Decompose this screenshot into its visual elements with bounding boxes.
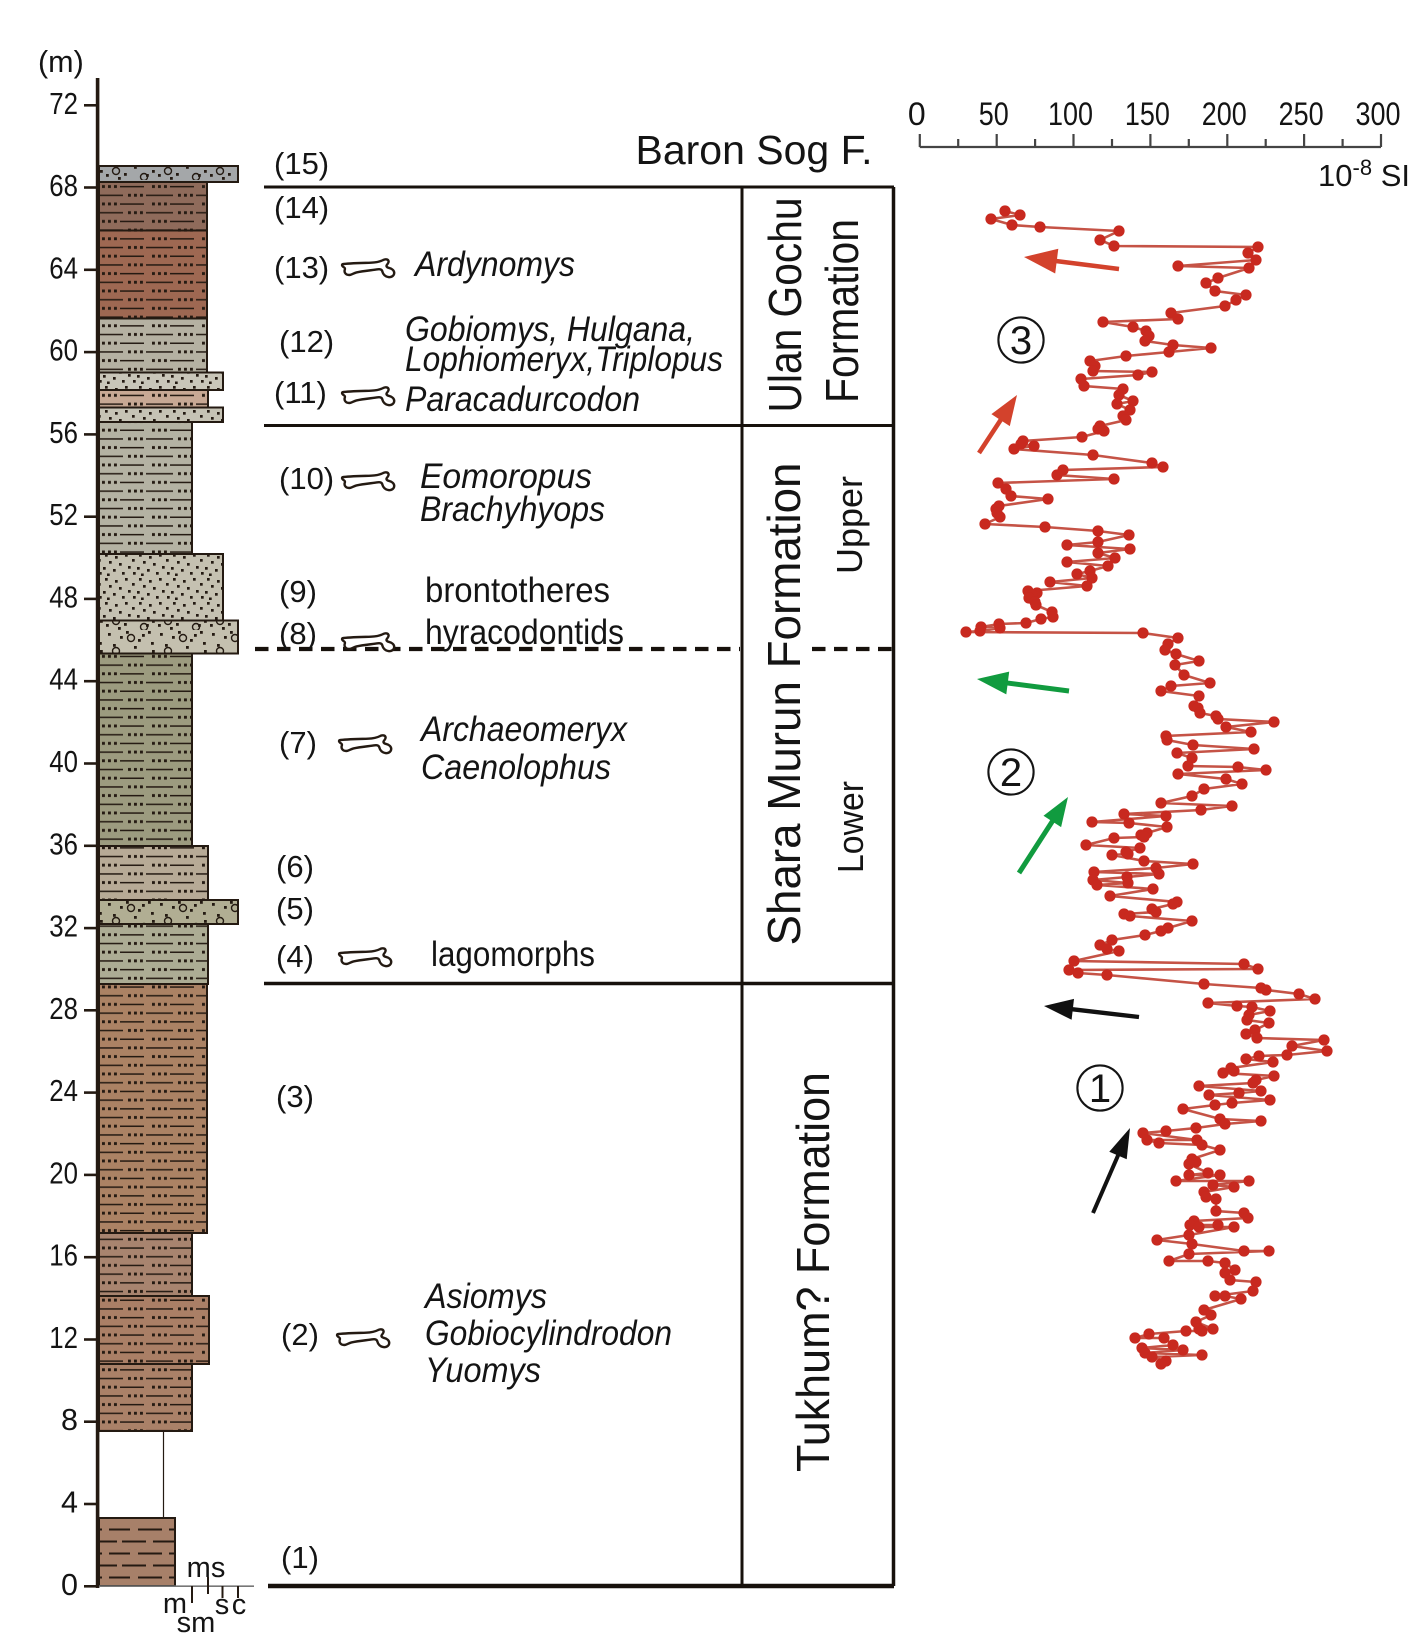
svg-text:(11): (11): [274, 375, 327, 410]
svg-text:(8): (8): [279, 616, 317, 651]
svg-text:Gobiocylindrodon: Gobiocylindrodon: [425, 1314, 672, 1353]
svg-text:(13): (13): [274, 250, 329, 285]
svg-text:Upper: Upper: [829, 476, 870, 574]
svg-text:(2): (2): [281, 1317, 319, 1352]
svg-text:40: 40: [49, 745, 78, 779]
svg-text:300: 300: [1356, 96, 1401, 132]
svg-text:Archaeomeryx: Archaeomeryx: [419, 710, 628, 749]
svg-text:16: 16: [49, 1239, 78, 1273]
svg-text:150: 150: [1125, 96, 1170, 132]
svg-text:Paracadurcodon: Paracadurcodon: [405, 380, 640, 419]
svg-text:Formation: Formation: [816, 219, 868, 403]
svg-text:28: 28: [49, 992, 78, 1026]
svg-text:3: 3: [1010, 319, 1032, 363]
svg-text:1: 1: [1089, 1067, 1111, 1111]
svg-text:200: 200: [1202, 96, 1247, 132]
svg-text:(3): (3): [276, 1079, 314, 1114]
svg-text:Gobiomys, Hulgana,: Gobiomys, Hulgana,: [405, 310, 695, 349]
svg-text:Ulan Gochu: Ulan Gochu: [759, 198, 811, 413]
svg-text:24: 24: [49, 1074, 78, 1108]
svg-text:10-8 SI: 10-8 SI: [1318, 155, 1410, 193]
svg-text:(15): (15): [274, 146, 329, 181]
svg-text:(12): (12): [279, 324, 334, 359]
svg-text:Shara Murun Formation: Shara Murun Formation: [758, 463, 810, 946]
svg-text:(14): (14): [274, 190, 329, 225]
svg-text:32: 32: [49, 910, 78, 944]
svg-text:60: 60: [49, 334, 78, 368]
svg-text:50: 50: [979, 96, 1009, 132]
svg-text:100: 100: [1048, 96, 1093, 132]
svg-text:4: 4: [61, 1486, 78, 1520]
svg-text:(7): (7): [279, 725, 317, 760]
svg-text:Ardynomys: Ardynomys: [413, 245, 575, 284]
svg-text:2: 2: [1000, 751, 1022, 795]
svg-text:Lophiomeryx,Triplopus: Lophiomeryx,Triplopus: [405, 340, 723, 379]
svg-text:ms: ms: [187, 1552, 226, 1584]
svg-text:hyracodontids: hyracodontids: [425, 613, 624, 652]
svg-text:12: 12: [49, 1321, 78, 1355]
svg-text:Tukhum? Formation: Tukhum? Formation: [787, 1072, 839, 1472]
svg-text:44: 44: [49, 663, 78, 697]
svg-text:(5): (5): [276, 891, 314, 926]
svg-text:Asiomys: Asiomys: [423, 1277, 547, 1316]
svg-text:c: c: [232, 1589, 247, 1621]
svg-text:250: 250: [1279, 96, 1324, 132]
svg-text:(4): (4): [276, 939, 314, 974]
svg-text:64: 64: [49, 251, 78, 285]
svg-text:0: 0: [61, 1568, 78, 1602]
svg-text:Lower: Lower: [830, 781, 871, 873]
svg-text:(9): (9): [279, 574, 317, 609]
svg-text:Eomoropus: Eomoropus: [420, 457, 592, 496]
svg-text:m: m: [163, 1588, 187, 1620]
svg-text:Yuomys: Yuomys: [425, 1351, 541, 1390]
svg-text:56: 56: [49, 416, 78, 450]
svg-text:(10): (10): [279, 461, 334, 496]
svg-text:sm: sm: [177, 1607, 216, 1639]
svg-text:52: 52: [49, 498, 78, 532]
svg-text:(1): (1): [281, 1540, 319, 1575]
svg-text:(m): (m): [38, 45, 84, 79]
svg-text:72: 72: [49, 87, 78, 121]
svg-text:8: 8: [61, 1403, 78, 1437]
svg-text:48: 48: [49, 580, 78, 614]
svg-text:(6): (6): [276, 849, 314, 884]
svg-text:brontotheres: brontotheres: [425, 571, 610, 610]
svg-text:s: s: [215, 1589, 230, 1621]
svg-text:36: 36: [49, 827, 78, 861]
svg-text:Baron Sog F.: Baron Sog F.: [635, 127, 872, 173]
svg-text:Brachyhyops: Brachyhyops: [420, 490, 605, 529]
svg-text:Caenolophus: Caenolophus: [421, 748, 611, 787]
svg-text:0: 0: [908, 96, 926, 132]
svg-text:20: 20: [49, 1156, 78, 1190]
svg-text:68: 68: [49, 169, 78, 203]
svg-text:lagomorphs: lagomorphs: [431, 935, 595, 974]
